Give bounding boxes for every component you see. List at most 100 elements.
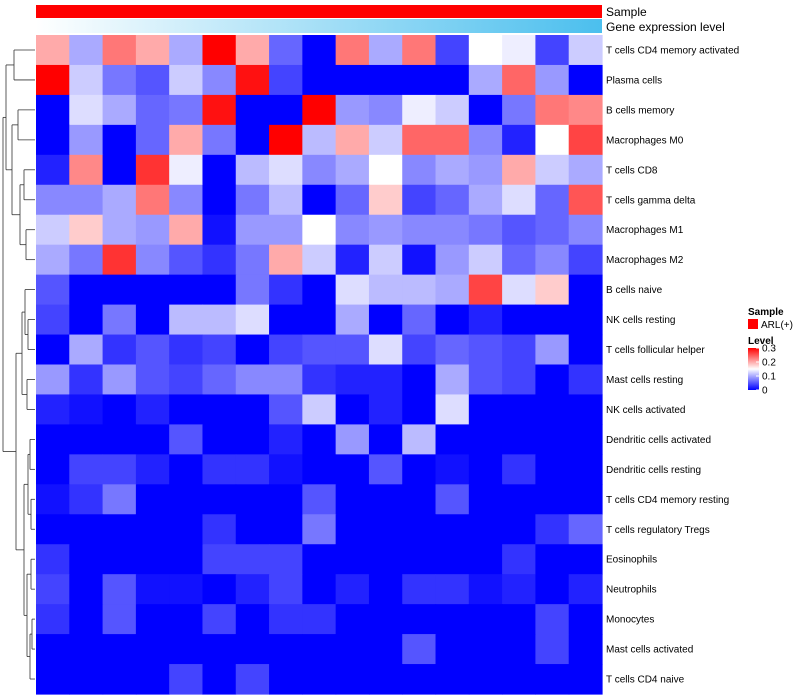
heatmap-cell: [468, 634, 503, 665]
heatmap-cell: [202, 124, 237, 156]
heatmap-cell: [435, 664, 470, 695]
heatmap-cell: [468, 35, 503, 66]
expression-annotation-bar: [36, 19, 602, 33]
row-label: Dendritic cells resting: [606, 465, 701, 476]
heatmap-cell: [435, 214, 470, 246]
heatmap-cell: [69, 514, 104, 545]
heatmap-cell: [535, 604, 570, 635]
heatmap-cell: [468, 664, 503, 695]
heatmap-cell: [269, 514, 303, 545]
heatmap-cell: [502, 274, 537, 306]
heatmap-cell: [335, 304, 370, 336]
heatmap-cell: [202, 94, 237, 126]
heatmap-cell: [468, 124, 503, 156]
heatmap-cell: [235, 124, 270, 156]
heatmap-cell: [102, 35, 137, 66]
heatmap-cell: [335, 634, 370, 665]
heatmap-cell: [69, 484, 104, 515]
heatmap-cell: [102, 604, 137, 635]
heatmap-cell: [169, 274, 204, 306]
heatmap-cell: [36, 454, 70, 485]
heatmap-cell: [468, 334, 503, 366]
heatmap-cell: [235, 154, 270, 186]
heatmap-cell: [302, 514, 337, 545]
heatmap-cell: [568, 664, 603, 695]
row-label: B cells memory: [606, 105, 674, 116]
heatmap-cell: [235, 94, 270, 126]
heatmap-cell: [435, 544, 470, 575]
heatmap-cell: [69, 184, 104, 216]
heatmap-cell: [269, 304, 303, 336]
row-label: Plasma cells: [606, 75, 662, 86]
heatmap-cell: [335, 454, 370, 485]
heatmap-cell: [535, 154, 570, 186]
heatmap-cell: [69, 274, 104, 306]
heatmap-cell: [36, 574, 70, 605]
heatmap-cell: [69, 154, 104, 186]
heatmap-cell: [102, 214, 137, 246]
heatmap-cell: [169, 334, 204, 366]
heatmap-cell: [102, 544, 137, 575]
heatmap-cell: [402, 64, 437, 96]
heatmap-cell: [302, 454, 337, 485]
heatmap-cell: [269, 424, 303, 455]
heatmap-cell: [335, 514, 370, 545]
heatmap-cell: [269, 334, 303, 366]
heatmap-cell: [368, 484, 403, 515]
heatmap-cell: [502, 214, 537, 246]
heatmap-cell: [169, 664, 204, 695]
heatmap-cell: [368, 634, 403, 665]
heatmap-cell: [535, 94, 570, 126]
heatmap-cell: [202, 364, 237, 396]
heatmap-cell: [468, 424, 503, 455]
row-label: NK cells resting: [606, 315, 675, 326]
heatmap-cell: [335, 154, 370, 186]
heatmap-cell: [169, 364, 204, 396]
heatmap-cell: [535, 634, 570, 665]
heatmap-cell: [169, 244, 204, 276]
heatmap-cell: [502, 424, 537, 455]
heatmap-cell: [235, 64, 270, 96]
heatmap-cell: [202, 244, 237, 276]
heatmap-cell: [335, 394, 370, 425]
heatmap-cell: [368, 35, 403, 66]
heatmap-cell: [235, 334, 270, 366]
sample-annotation-label: Sample: [606, 5, 647, 19]
legend: Sample ARL(+) Level 0.3 0.2 0.1 0: [748, 307, 793, 397]
legend-sample-swatch: [748, 319, 758, 329]
heatmap-cell: [202, 544, 237, 575]
heatmap-cell: [302, 35, 337, 66]
heatmap-cell: [36, 634, 70, 665]
heatmap-cell: [368, 334, 403, 366]
heatmap-cell: [535, 35, 570, 66]
heatmap-cell: [235, 604, 270, 635]
heatmap-cell: [269, 664, 303, 695]
heatmap-cell: [235, 304, 270, 336]
heatmap-cell: [69, 124, 104, 156]
heatmap-cell: [368, 604, 403, 635]
heatmap-cell: [36, 424, 70, 455]
heatmap-cell: [535, 514, 570, 545]
heatmap-cell: [435, 484, 470, 515]
heatmap-cell: [135, 364, 170, 396]
heatmap-cell: [69, 604, 104, 635]
heatmap-cell: [402, 304, 437, 336]
heatmap-cell: [568, 154, 603, 186]
heatmap-cell: [202, 35, 237, 66]
heatmap-cell: [169, 454, 204, 485]
heatmap-cell: [435, 604, 470, 635]
heatmap-cell: [535, 244, 570, 276]
row-label: Macrophages M0: [606, 135, 684, 146]
heatmap-cell: [302, 484, 337, 515]
heatmap-cell: [202, 454, 237, 485]
heatmap-cell: [468, 604, 503, 635]
heatmap-cell: [368, 214, 403, 246]
heatmap-cell: [169, 124, 204, 156]
heatmap-cell: [135, 304, 170, 336]
heatmap-cell: [69, 454, 104, 485]
heatmap-cell: [468, 544, 503, 575]
heatmap-cell: [202, 604, 237, 635]
heatmap-cell: [402, 634, 437, 665]
heatmap-cell: [568, 484, 603, 515]
heatmap-cell: [202, 394, 237, 425]
